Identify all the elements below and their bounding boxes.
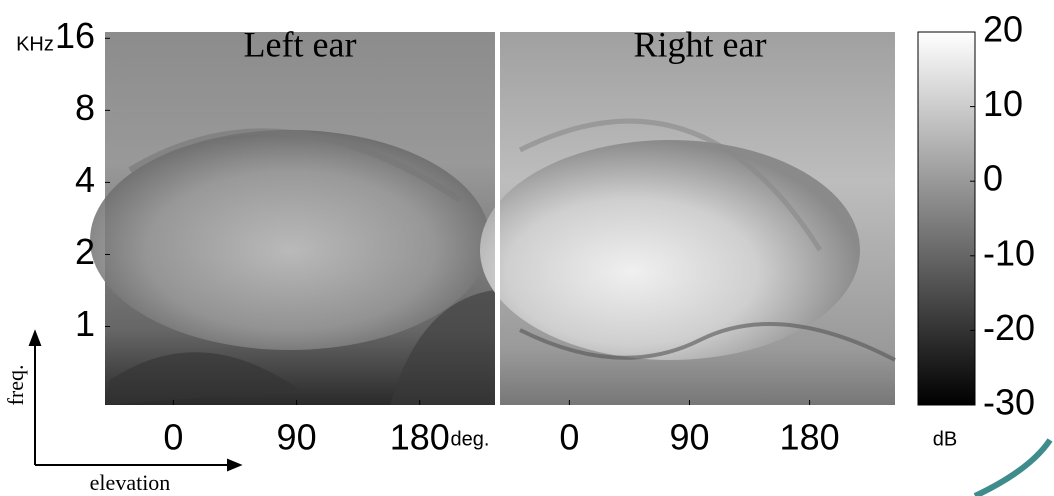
axis-arrows <box>28 329 243 472</box>
x-tick-label: 90 <box>669 417 709 458</box>
colorbar-tick-label: -10 <box>983 232 1035 273</box>
y-tick-label: 1 <box>75 303 95 344</box>
x-unit: deg. <box>451 428 490 450</box>
x-tick-label: 180 <box>780 417 840 458</box>
y-tick-label: 8 <box>75 87 95 128</box>
panel-title: Left ear <box>244 24 357 64</box>
y-tick-label: 4 <box>75 159 95 200</box>
x-tick-label: 90 <box>277 417 317 458</box>
x-label: elevation <box>90 470 171 495</box>
y-unit: KHz <box>16 33 54 55</box>
colorbar-tick-label: 0 <box>983 158 1003 199</box>
x-tick-label: 0 <box>559 417 579 458</box>
colorbar <box>917 31 976 406</box>
x-tick-label: 0 <box>163 417 183 458</box>
y-tick-label: 16 <box>55 15 95 56</box>
colorbar-label: dB <box>933 428 957 450</box>
colorbar-tick-label: 10 <box>983 83 1023 124</box>
panel-title: Right ear <box>634 24 767 64</box>
right-heatmap <box>480 32 896 405</box>
y-label: freq. <box>3 365 28 406</box>
colorbar-tick-label: -30 <box>983 382 1035 423</box>
colorbar-tick-label: 20 <box>983 9 1023 50</box>
decoration <box>973 438 1053 496</box>
divider <box>495 32 500 405</box>
left-heatmap <box>90 32 495 405</box>
x-tick-label: 180 <box>390 417 450 458</box>
colorbar-tick-label: -20 <box>983 307 1035 348</box>
y-tick-label: 2 <box>75 231 95 272</box>
